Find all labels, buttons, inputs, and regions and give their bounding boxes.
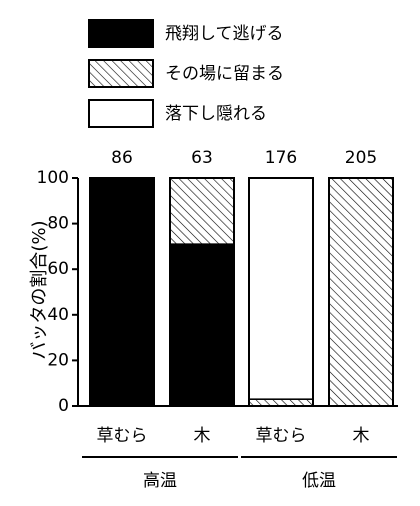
bar-segment (89, 177, 155, 407)
y-tick-label: 0 (58, 396, 69, 416)
legend-swatch (88, 99, 154, 128)
legend-label: その場に留まる (165, 64, 284, 84)
group-label: 高温 (143, 471, 177, 491)
bar-segment (248, 398, 314, 407)
x-tick-label: 草むら (97, 426, 148, 446)
count-label: 176 (265, 148, 297, 168)
count-label: 86 (111, 148, 133, 168)
x-tick-label: 草むら (256, 426, 307, 446)
y-tick-label: 60 (47, 259, 69, 279)
legend-swatch (88, 59, 154, 88)
y-tick-label: 20 (47, 350, 69, 370)
x-tick-label: 木 (353, 426, 370, 446)
bar-outline (248, 177, 314, 407)
y-tick-label: 100 (37, 168, 69, 188)
bar-segment (328, 177, 394, 407)
legend-label: 飛翔して逃げる (165, 24, 284, 44)
bar-segment (248, 177, 314, 400)
y-tick-label: 80 (47, 214, 69, 234)
legend-label: 落下し隠れる (165, 104, 267, 124)
group-label: 低温 (302, 471, 336, 491)
bar-segment (169, 177, 235, 245)
y-tick-label: 40 (47, 305, 69, 325)
x-tick-label: 木 (194, 426, 211, 446)
bar-outline (328, 177, 394, 407)
bar-outline (89, 177, 155, 407)
count-label: 205 (345, 148, 377, 168)
bar-segment (169, 243, 235, 407)
legend-swatch (88, 19, 154, 48)
count-label: 63 (191, 148, 213, 168)
y-axis-label: バッタの割合(%) (29, 220, 50, 359)
bar-outline (169, 177, 235, 407)
